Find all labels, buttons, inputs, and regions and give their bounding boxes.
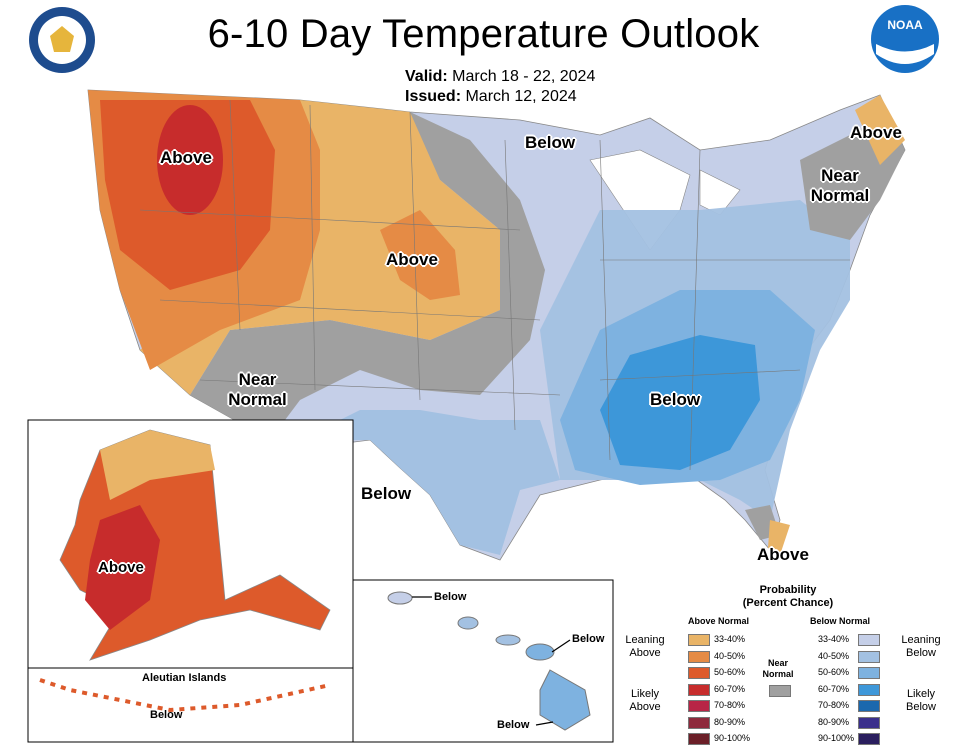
legend-below-bin-label: 90-100% — [818, 733, 855, 743]
alaska-north-above-33 — [100, 430, 215, 500]
legend-above-swatch — [688, 683, 710, 696]
label-maine-above: Above — [850, 123, 902, 142]
legend-near-swatch — [769, 685, 791, 697]
legend-above-swatch — [688, 733, 710, 745]
page-title: 6-10 Day Temperature Outlook — [207, 12, 760, 56]
alaska-west-above-60 — [85, 505, 160, 630]
legend-likely-above: Likely Above — [629, 688, 661, 713]
legend-above-bin-label: 60-70% — [714, 683, 746, 694]
legend-likely-below: Likely Below — [906, 688, 936, 713]
legend-above-swatch — [688, 700, 710, 712]
department-of-commerce-seal — [28, 6, 96, 74]
legend-below-bin-label: 40-50% — [818, 650, 850, 661]
legend-below-bin-label: 70-80% — [818, 700, 850, 710]
legend-above-bin-label: 90-100% — [714, 733, 751, 743]
label-hawaii-below-1: Below — [434, 591, 467, 603]
valid-issued: Valid: March 18 - 22, 2024 Issued: March… — [405, 68, 596, 105]
legend-above-bin-label: 33-40% — [714, 634, 746, 644]
svg-text:NOAA: NOAA — [887, 18, 923, 32]
legend-above-swatch — [688, 716, 710, 729]
legend-below-bin-label: 33-40% — [818, 634, 850, 644]
maine-above — [855, 95, 905, 165]
legend-above-bin-label: 70-80% — [714, 700, 746, 710]
florida-above — [768, 520, 790, 555]
legend-below-swatch — [858, 634, 880, 646]
label-florida-above: Above — [757, 545, 809, 564]
label-southwest-near-normal: Near Normal — [228, 370, 287, 409]
legend-below-head: Below Normal — [810, 616, 871, 626]
legend-below-swatch — [858, 650, 880, 663]
state-borders — [139, 99, 850, 471]
legend-leaning-above: Leaning Above — [625, 634, 665, 659]
aleutian-title: Aleutian Islands — [142, 672, 227, 684]
valid-date: March 18 - 22, 2024 — [452, 68, 596, 85]
legend-above-head: Above Normal — [688, 616, 750, 626]
legend-below-swatch — [858, 733, 880, 745]
plains-above-40 — [380, 210, 460, 300]
label-alaska-above: Above — [98, 559, 144, 576]
noaa-logo: NOAA — [870, 4, 940, 74]
central-near-normal — [190, 105, 545, 440]
legend-leaning-below: Leaning Below — [901, 634, 941, 659]
legend-title: Probability (Percent Chance) — [742, 584, 834, 609]
legend-below-swatch — [858, 700, 880, 712]
legend-below-bin-label: 80-90% — [818, 716, 850, 727]
legend: Probability (Percent Chance) Above Normal… — [618, 580, 958, 745]
aleutian-islands — [39, 678, 331, 713]
legend-above-bin-label: 40-50% — [714, 650, 746, 661]
legend-above-swatch — [688, 650, 710, 663]
issued-date: March 12, 2024 — [465, 88, 577, 105]
legend-below-swatch — [858, 683, 880, 696]
label-northeast-near-normal: Near Normal — [810, 166, 870, 205]
legend-above-swatch — [688, 667, 710, 679]
legend-above-swatch — [688, 634, 710, 646]
label-great-lakes-below: Below — [525, 133, 576, 152]
texas-below-40 — [300, 410, 560, 555]
legend-near-normal: Near Normal — [762, 658, 794, 679]
legend-below-swatch — [858, 716, 880, 729]
label-plains-above: Above — [386, 250, 438, 269]
label-aleutian-below: Below — [150, 709, 183, 721]
west-above-60 — [157, 105, 223, 215]
legend-above-bin-label: 80-90% — [714, 716, 746, 727]
legend-below-swatch — [858, 667, 880, 679]
label-texas-below: Below — [361, 484, 412, 503]
legend-above-bin-label: 50-60% — [714, 667, 746, 677]
southeast-below-60 — [600, 335, 760, 470]
legend-below-bin-label: 60-70% — [818, 683, 850, 694]
legend-below-bin-label: 50-60% — [818, 667, 850, 677]
label-southeast-below: Below — [650, 390, 701, 409]
label-hawaii-below-3: Below — [497, 719, 530, 731]
label-west-above: Above — [160, 148, 212, 167]
label-hawaii-below-2: Below — [572, 633, 605, 645]
